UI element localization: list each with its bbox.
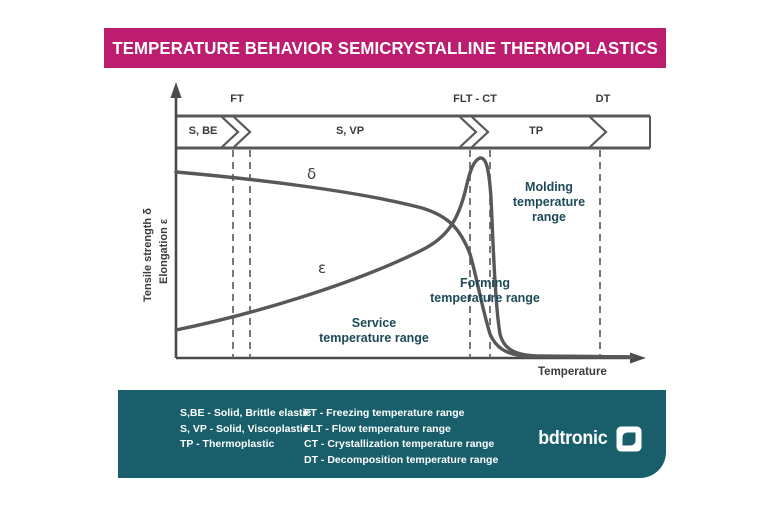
legend-column-temperatures: FT - Freezing temperature range FLT - Fl… xyxy=(304,406,498,468)
separator-ft xyxy=(221,116,252,148)
tick-label-dt: DT xyxy=(595,93,611,105)
annotation-molding-line1: Molding xyxy=(525,180,573,194)
annotation-molding-temperature-range: Molding temperature range xyxy=(494,180,604,225)
x-axis-label: Temperature xyxy=(538,366,607,378)
chart-canvas: S, BE S, VP TP FT FLT - CT DT δ ε Tensil… xyxy=(104,68,666,388)
legend-item-tp: TP - Thermoplastic xyxy=(180,438,275,450)
bdtronic-leaf-icon xyxy=(616,426,642,452)
legend-item-dt: DT - Decomposition temperature range xyxy=(304,453,499,466)
annotation-molding-line2: temperature xyxy=(512,195,586,209)
separator-flt-ct xyxy=(459,116,490,148)
legend-column-states: S,BE - Solid, Brittle elastic S, VP - So… xyxy=(180,406,311,453)
header-banner: TEMPERATURE BEHAVIOR SEMICRYSTALLINE THE… xyxy=(104,28,666,68)
annotation-forming-line2: temperature range xyxy=(430,291,540,305)
legend-item-ft: FT - Freezing temperature range xyxy=(304,407,465,419)
curve-label-epsilon: ε xyxy=(318,259,327,277)
chart-graphics xyxy=(170,82,651,364)
curve-epsilon xyxy=(174,156,634,359)
annotation-service-line1: Service xyxy=(351,316,397,330)
phase-label-s-vp: S, VP xyxy=(335,125,365,137)
footer-legend-banner: S,BE - Solid, Brittle elastic S, VP - So… xyxy=(118,390,666,478)
bdtronic-logo: bdtronic xyxy=(536,426,642,452)
logo-wordmark: bdtronic xyxy=(538,428,608,449)
y-axis-label-elongation: Elongation ε xyxy=(158,218,170,284)
axes-graphics xyxy=(170,82,646,364)
annotation-molding-line3: range xyxy=(531,210,567,224)
annotation-forming-temperature-range: Forming temperature range xyxy=(400,276,570,306)
annotation-service-temperature-range: Service temperature range xyxy=(284,316,464,346)
transition-dashed-lines xyxy=(232,150,601,358)
legend-item-s-be: S,BE - Solid, Brittle elastic xyxy=(180,407,312,419)
y-axis-label-tensile-strength: Tensile strength δ xyxy=(142,208,154,302)
separator-dt xyxy=(589,116,608,148)
legend-item-flt: FLT - Flow temperature range xyxy=(304,422,451,435)
phase-label-s-be: S, BE xyxy=(188,125,218,137)
curve-label-delta: δ xyxy=(307,165,317,183)
annotation-service-line2: temperature range xyxy=(319,331,429,345)
phase-label-tp: TP xyxy=(528,125,544,137)
curve-delta xyxy=(174,170,634,359)
phase-band-graphics xyxy=(175,114,651,150)
page-title: TEMPERATURE BEHAVIOR SEMICRYSTALLINE THE… xyxy=(112,37,658,58)
legend-item-s-vp: S, VP - Solid, Viscoplastic xyxy=(180,422,309,435)
tick-label-flt-ct: FLT - CT xyxy=(453,93,497,105)
annotation-forming-line1: Forming xyxy=(460,276,510,290)
legend-item-ct: CT - Crystallization temperature range xyxy=(304,438,495,450)
tick-label-ft: FT xyxy=(230,93,244,105)
